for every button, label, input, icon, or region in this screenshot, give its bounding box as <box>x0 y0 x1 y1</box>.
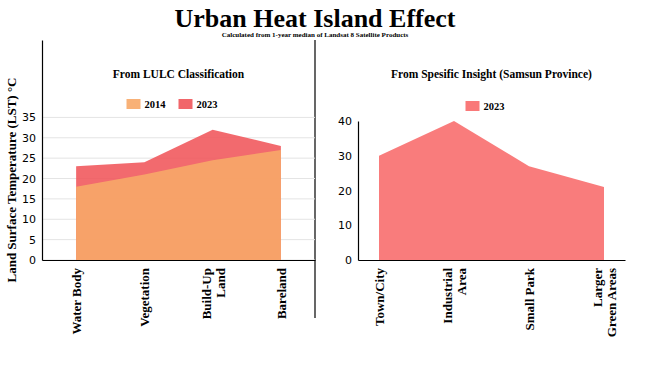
x-tick-label: Small Park <box>522 267 537 330</box>
x-axis: Water Body Vegetation Build-UpLand Bareland <box>43 260 316 335</box>
title: Urban Heat Island Effect <box>175 4 456 33</box>
y-tick-label: 30 <box>22 132 36 145</box>
y-axis: 0 10 20 30 40 <box>338 115 359 267</box>
x-tick: IndustrialArea <box>440 260 469 324</box>
x-tick: Small Park <box>522 260 537 330</box>
y-tick: 10 <box>338 219 358 232</box>
y-tick-label: 40 <box>338 115 352 128</box>
legend-swatch <box>466 101 480 111</box>
legend-label: 2014 <box>145 99 167 110</box>
grid-line <box>42 117 315 118</box>
y-tick: 20 <box>22 173 42 186</box>
area <box>76 150 281 260</box>
legend-swatch <box>179 99 193 109</box>
x-tick-label: Build-UpLand <box>199 267 228 319</box>
y-axis: 0 5 10 15 20 25 30 35 <box>22 41 43 268</box>
y-tick: 30 <box>22 132 42 145</box>
y-tick: 15 <box>22 193 42 206</box>
y-axis-line <box>358 122 359 261</box>
area <box>379 121 604 260</box>
y-axis-line <box>42 41 43 261</box>
panel-title: From LULC Classification <box>113 68 245 80</box>
grid <box>42 117 315 260</box>
y-tick: 25 <box>22 152 42 165</box>
plot-area <box>76 130 281 260</box>
y-tick-label: 25 <box>22 152 36 165</box>
x-axis-line <box>43 260 316 261</box>
plot-area <box>379 121 604 260</box>
x-tick-label: IndustrialArea <box>440 268 469 324</box>
y-tick-label: 0 <box>345 254 352 267</box>
legend-swatch <box>127 99 141 109</box>
legend: 2014 2023 <box>127 99 218 110</box>
x-tick: Town/City <box>372 260 387 326</box>
grid-line <box>42 137 315 138</box>
x-tick-label: Town/City <box>372 268 387 327</box>
y-tick-label: 20 <box>22 173 36 186</box>
x-tick: Bareland <box>274 260 289 319</box>
y-tick-label: 5 <box>29 234 36 247</box>
y-tick-label: 10 <box>338 219 352 232</box>
x-tick-label: Bareland <box>274 267 289 319</box>
y-tick: 30 <box>338 150 358 163</box>
legend-label: 2023 <box>484 101 505 112</box>
legend-label: 2023 <box>197 99 218 110</box>
x-tick-label: LargerGreen Areas <box>590 268 619 337</box>
y-tick: 5 <box>29 234 42 247</box>
y-tick-label: 20 <box>338 185 352 198</box>
y-tick: 0 <box>29 254 42 267</box>
y-tick: 40 <box>338 115 358 128</box>
area <box>76 130 281 260</box>
y-tick-label: 0 <box>29 254 36 267</box>
y-tick: 10 <box>22 213 42 226</box>
y-axis-title: Land Surface Temperature (LST) °C <box>4 77 19 282</box>
x-tick-label: Vegetation <box>137 267 152 327</box>
x-tick: LargerGreen Areas <box>590 260 619 337</box>
subtitle: Calculated from 1-year median of Landsat… <box>222 31 409 39</box>
legend: 2023 <box>466 101 505 112</box>
y-tick-label: 15 <box>22 193 36 206</box>
x-axis-line <box>359 260 626 261</box>
chart-root: Urban Heat Island EffectCalculated from … <box>0 0 650 376</box>
x-axis: Town/City IndustrialArea Small Park LargerG… <box>359 260 626 337</box>
x-tick: Build-UpLand <box>199 260 228 319</box>
panel-title: From Spesific Insight (Samsun Province) <box>391 68 592 81</box>
x-tick: Vegetation <box>137 260 152 327</box>
y-tick-label: 35 <box>22 111 36 124</box>
y-tick-label: 30 <box>338 150 352 163</box>
x-tick: Water Body <box>69 260 84 335</box>
y-tick: 35 <box>22 111 42 124</box>
y-tick: 0 <box>345 254 358 267</box>
y-tick: 20 <box>338 185 358 198</box>
background <box>0 0 650 376</box>
y-tick-label: 10 <box>22 213 36 226</box>
x-tick-label: Water Body <box>69 268 84 335</box>
